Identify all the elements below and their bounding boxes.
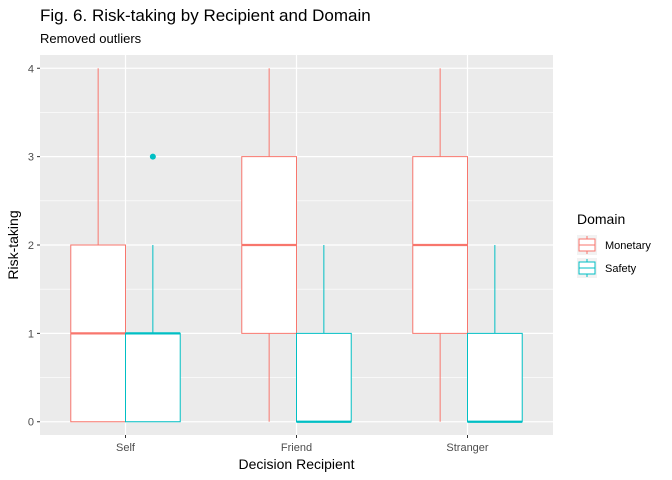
box-monetary-self <box>70 68 126 423</box>
x-tick-label: Stranger <box>446 442 489 454</box>
y-tick-label: 3 <box>28 152 34 164</box>
y-axis-title: Risk-taking <box>5 210 21 279</box>
legend-label: Safety <box>605 263 637 275</box>
y-tick-label: 0 <box>28 417 34 429</box>
y-tick-label: 4 <box>28 63 34 75</box>
box-safety-self <box>125 153 181 423</box>
outlier-point <box>149 153 156 160</box>
box-iqr <box>296 332 352 423</box>
box-safety-stranger <box>467 245 523 423</box>
box-iqr <box>467 332 523 423</box>
box-safety-friend <box>296 245 352 423</box>
chart-subtitle: Removed outliers <box>40 31 142 46</box>
box-iqr <box>125 332 181 423</box>
legend: Domain Monetary Safety <box>577 211 651 278</box>
x-axis-title: Decision Recipient <box>239 456 355 472</box>
axis-layer: 0 1 2 3 4 Self Friend Stranger <box>28 63 489 454</box>
box-layer <box>70 68 523 423</box>
x-tick-label: Friend <box>281 442 312 454</box>
y-tick-label: 2 <box>28 240 34 252</box>
box-monetary-stranger <box>412 68 468 422</box>
y-tick-label: 1 <box>28 328 34 340</box>
legend-item-monetary: Monetary <box>577 235 651 255</box>
box-monetary-friend <box>241 68 297 422</box>
legend-item-safety: Safety <box>577 258 637 278</box>
x-tick-label: Self <box>116 442 136 454</box>
legend-label: Monetary <box>605 240 651 252</box>
legend-title: Domain <box>577 211 625 227</box>
chart-title: Fig. 6. Risk-taking by Recipient and Dom… <box>40 6 371 25</box>
